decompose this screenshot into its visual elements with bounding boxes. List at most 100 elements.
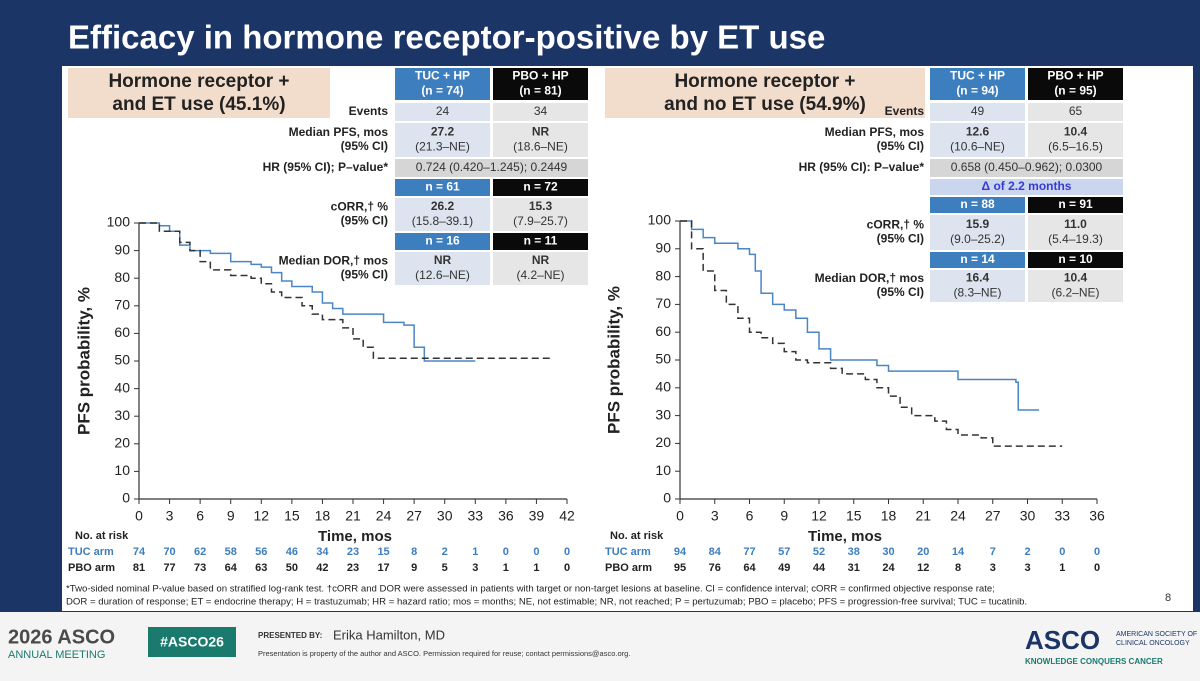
risk-count: 1 — [1059, 562, 1065, 574]
x-tick-label: 33 — [467, 508, 483, 524]
table-cell — [1028, 123, 1123, 157]
x-tick-label: 9 — [227, 508, 235, 524]
cell-text: 27.2 — [431, 125, 455, 139]
x-tick-label: 27 — [985, 508, 1001, 524]
risk-count: 63 — [255, 562, 267, 574]
km-curve — [680, 220, 1063, 447]
risk-count: 3 — [990, 562, 996, 574]
risk-count: 20 — [917, 546, 929, 558]
cell-text: (n = 95) — [1054, 84, 1096, 98]
cell-text: (n = 74) — [421, 84, 463, 98]
risk-count: 77 — [743, 546, 755, 558]
risk-count: 38 — [848, 546, 860, 558]
risk-count: 17 — [377, 562, 389, 574]
table-cell — [395, 68, 490, 100]
cell-text: (9.0–25.2) — [950, 232, 1005, 246]
x-tick-label: 3 — [166, 508, 174, 524]
risk-count: 12 — [917, 562, 929, 574]
cell-text: (18.6–NE) — [513, 140, 568, 154]
row-label: Median PFS, mos — [289, 125, 389, 139]
table-cell — [493, 123, 588, 157]
risk-count: 0 — [564, 562, 570, 574]
y-tick-label: 20 — [114, 435, 130, 451]
risk-count: 0 — [1094, 546, 1100, 558]
x-axis-label: Time, mos — [318, 528, 392, 545]
cell-text: 0.724 (0.420–1.245); 0.2449 — [416, 160, 568, 174]
risk-count: 64 — [225, 562, 238, 574]
y-tick-label: 10 — [114, 462, 130, 478]
table-cell — [930, 197, 1025, 213]
cell-text: PBO + HP — [1047, 69, 1103, 83]
y-tick-label: 30 — [114, 407, 130, 423]
table-cell — [930, 159, 1123, 177]
table-cell — [930, 103, 1025, 121]
risk-count: 57 — [778, 546, 790, 558]
x-tick-label: 15 — [284, 508, 300, 524]
table-cell — [1028, 270, 1123, 302]
y-tick-label: 60 — [114, 324, 130, 340]
cell-text: n = 91 — [1058, 197, 1093, 211]
cell-text: (10.6–NE) — [950, 140, 1005, 154]
presented-by: PRESENTED BY: — [258, 631, 322, 640]
risk-count: 0 — [503, 546, 509, 558]
risk-count: 46 — [286, 546, 298, 558]
cell-text: n = 61 — [425, 180, 460, 194]
x-tick-label: 15 — [846, 508, 862, 524]
cell-text: 34 — [534, 104, 548, 118]
risk-count: 76 — [709, 562, 721, 574]
table-cell — [930, 123, 1025, 157]
y-tick-label: 80 — [655, 267, 671, 283]
row-label: (95% CI) — [341, 214, 388, 228]
x-tick-label: 24 — [950, 508, 966, 524]
tagline: KNOWLEDGE CONQUERS CANCER — [1025, 657, 1163, 666]
cell-text: 49 — [971, 104, 985, 118]
risk-count: 3 — [472, 562, 478, 574]
asco-logo-sub: CLINICAL ONCOLOGY — [1116, 640, 1190, 647]
table-cell — [395, 103, 490, 121]
y-axis-label: PFS probability, % — [74, 287, 93, 435]
x-tick-label: 6 — [196, 508, 204, 524]
risk-table-label: No. at risk — [75, 530, 129, 542]
y-tick-label: 40 — [114, 379, 130, 395]
risk-count: 62 — [194, 546, 206, 558]
cell-text: (15.8–39.1) — [412, 214, 473, 228]
x-tick-label: 33 — [1054, 508, 1070, 524]
row-label: cORR,† % — [867, 218, 925, 232]
cell-text: 12.6 — [966, 125, 990, 139]
risk-count: 42 — [316, 562, 328, 574]
table-cell — [493, 68, 588, 100]
cell-text: n = 10 — [1058, 252, 1093, 266]
subgroup-label: and ET use (45.1%) — [112, 94, 285, 115]
table-cell — [395, 252, 490, 285]
risk-count: 50 — [286, 562, 298, 574]
cell-text: 24 — [436, 104, 450, 118]
risk-count: 8 — [411, 546, 417, 558]
table-cell — [395, 179, 490, 196]
x-tick-label: 24 — [376, 508, 392, 524]
cell-text: TUC + HP — [415, 69, 470, 83]
table-cell — [1028, 103, 1123, 121]
cell-text: 11.0 — [1064, 217, 1087, 231]
risk-row-label: PBO arm — [605, 562, 652, 574]
table-cell — [493, 252, 588, 285]
x-tick-label: 30 — [1020, 508, 1036, 524]
y-tick-label: 90 — [655, 240, 671, 256]
risk-count: 5 — [442, 562, 448, 574]
row-label: Median DOR,† mos — [279, 254, 389, 268]
risk-count: 52 — [813, 546, 825, 558]
risk-count: 8 — [955, 562, 961, 574]
row-label: (95% CI) — [341, 139, 388, 153]
risk-count: 95 — [674, 562, 686, 574]
table-cell — [395, 198, 490, 231]
y-tick-label: 70 — [114, 297, 130, 313]
cell-text: 15.3 — [529, 199, 553, 213]
km-curve — [680, 220, 1040, 411]
cell-text: (4.2–NE) — [516, 268, 564, 282]
risk-count: 74 — [133, 546, 146, 558]
y-tick-label: 50 — [655, 351, 671, 367]
x-tick-label: 12 — [253, 508, 269, 524]
x-axis-label: Time, mos — [808, 528, 882, 545]
risk-count: 0 — [1059, 546, 1065, 558]
y-tick-label: 40 — [655, 379, 671, 395]
